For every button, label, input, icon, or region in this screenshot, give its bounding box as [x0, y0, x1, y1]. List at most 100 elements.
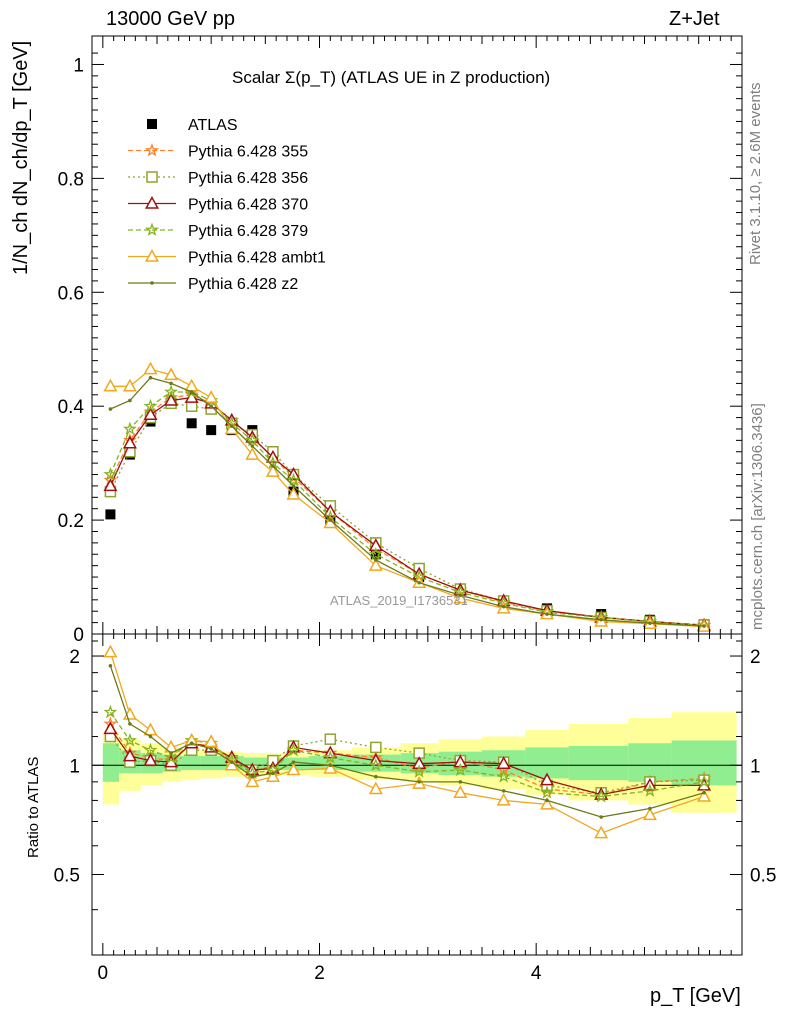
data-point — [143, 398, 158, 413]
legend-marker — [150, 281, 154, 285]
data-point — [245, 447, 260, 460]
ratio-point — [323, 750, 338, 764]
series-line — [110, 376, 705, 627]
mcplots-label: mcplots.cern.ch [arXiv:1306.3436] — [749, 403, 766, 630]
data-point — [229, 424, 234, 428]
data-point — [702, 624, 706, 628]
legend-marker — [144, 195, 160, 209]
ratio-ylabel: Ratio to ATLAS — [25, 757, 42, 858]
chart-title: Scalar Σ(p_T) (ATLAS UE in Z production) — [232, 68, 550, 87]
axes-layer: 0 2 400.20.40.60.810.5 0.51 12 2 — [54, 36, 776, 984]
ratio-series-5 — [108, 663, 706, 819]
ratio-point — [143, 753, 158, 766]
y-tick-label: 0 — [73, 625, 84, 646]
data-point — [501, 604, 506, 609]
ratio-point — [697, 788, 712, 802]
data-point — [286, 486, 301, 500]
main-series-layer — [103, 361, 712, 632]
data-point — [164, 367, 179, 381]
ratio-point — [458, 780, 463, 784]
ratio-y-tick-label: 0.5 — [54, 865, 80, 886]
ratio-point — [545, 798, 549, 803]
ratio-point — [169, 751, 173, 755]
band-inner — [282, 757, 309, 771]
legend-marker — [144, 143, 160, 157]
data-point — [328, 518, 333, 522]
ratio-point — [103, 644, 118, 658]
ratio-point — [122, 748, 137, 762]
data-point — [417, 580, 421, 585]
ratio-point — [697, 774, 712, 788]
x-tick-label: 4 — [531, 963, 542, 984]
legend-label: Pythia 6.428 z2 — [188, 276, 298, 293]
data-point — [103, 478, 118, 492]
ratio-point — [328, 763, 333, 768]
ratio-point — [374, 774, 378, 779]
series-line — [109, 402, 705, 626]
ratio-y-tick-label: 2 — [69, 647, 80, 668]
y-tick-label: 0.8 — [58, 169, 84, 190]
y-tick-label: 0.2 — [58, 511, 84, 532]
ratio-point — [368, 757, 383, 772]
ratio-point — [496, 792, 511, 806]
legend-marker — [144, 248, 160, 262]
data-point — [286, 472, 301, 487]
band-inner — [568, 746, 629, 781]
data-point — [271, 464, 275, 468]
ratio-point — [148, 734, 153, 739]
ratio-point — [286, 742, 301, 757]
analysis-watermark: ATLAS_2019_I1736531 — [330, 593, 468, 608]
data-point — [209, 404, 213, 408]
x-tick-label: 0 — [98, 963, 109, 984]
ratio-point — [122, 733, 137, 747]
ratio-y-tick-label-right: 0.5 — [750, 865, 776, 886]
legend-label: Pythia 6.428 379 — [188, 223, 308, 240]
ratio-y-tick-label: 1 — [69, 756, 80, 777]
data-point — [169, 381, 173, 386]
data-point — [143, 407, 158, 420]
ratio-line — [109, 711, 705, 798]
legend-label: Pythia 6.428 356 — [188, 170, 308, 187]
data-point — [453, 590, 468, 604]
ratio-point — [286, 762, 301, 776]
legend-label: Pythia 6.428 370 — [188, 197, 308, 214]
data-point — [122, 421, 137, 435]
legend-label: Pythia 6.428 ambt1 — [188, 250, 326, 267]
band-inner — [180, 756, 201, 771]
data-point — [374, 558, 378, 562]
ratio-point — [642, 783, 657, 797]
ratio-point — [128, 722, 132, 726]
ratio-point — [370, 741, 382, 754]
ratio-point — [324, 733, 337, 745]
x-axis-label: p_T [GeV] — [650, 985, 741, 1007]
data-point — [164, 384, 179, 398]
data-point — [206, 425, 217, 436]
data-point — [148, 375, 153, 380]
data-point — [122, 435, 137, 449]
band-inner — [200, 756, 222, 771]
ratio-point — [108, 663, 113, 668]
main-ylabel: 1/N_ch dN_ch/dp_T [GeV] — [10, 41, 33, 275]
ratio-y-tick-label-right: 2 — [750, 647, 761, 668]
data-point — [458, 593, 463, 598]
x-tick-label: 2 — [314, 963, 325, 984]
data-point — [599, 617, 603, 622]
ratio-point — [143, 742, 158, 757]
ratio-point — [271, 771, 275, 776]
ratio-point — [417, 780, 421, 784]
data-point — [648, 621, 652, 625]
data-point — [103, 378, 118, 392]
band-inner — [102, 743, 120, 782]
data-point — [265, 464, 280, 477]
ratio-point — [453, 785, 468, 798]
ratio-point — [539, 772, 555, 786]
ratio-point — [245, 774, 260, 788]
data-point — [245, 433, 260, 447]
ratio-point — [453, 762, 468, 777]
ratio-point — [103, 721, 118, 735]
ratio-point — [594, 789, 609, 803]
ratio-point — [291, 760, 296, 764]
main-ylabel-text: 1/N_ch dN_ch/dp_T [GeV] — [10, 40, 32, 275]
ratio-point — [323, 760, 338, 774]
legend-label: ATLAS — [188, 117, 238, 134]
